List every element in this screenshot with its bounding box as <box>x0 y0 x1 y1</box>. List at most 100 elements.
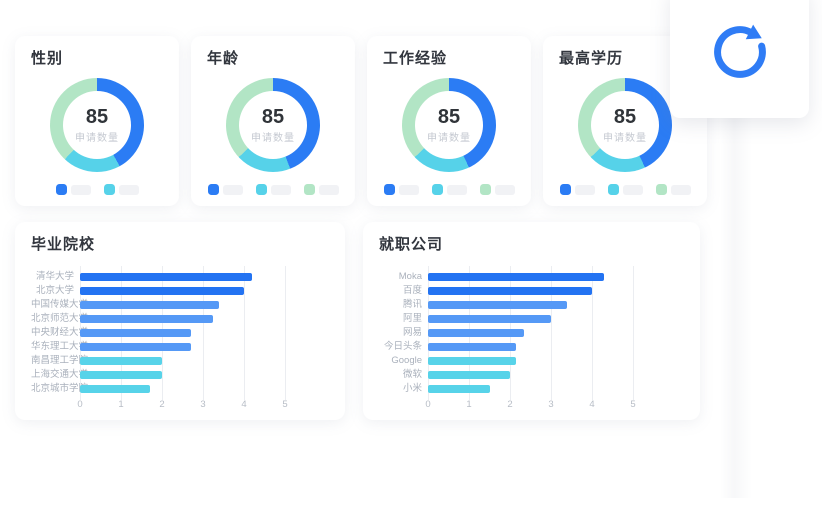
bar-category-label: 小米 <box>402 383 422 394</box>
donut-center: 85 申请数量 <box>63 91 131 159</box>
bar-category-label: 今日头条 <box>383 341 422 352</box>
legend-item[interactable] <box>559 184 595 195</box>
x-tick-label: 1 <box>466 399 472 410</box>
gridline <box>285 266 286 400</box>
legend-item[interactable] <box>655 184 691 195</box>
bar-row <box>428 368 633 382</box>
legend-swatch <box>655 184 667 195</box>
bar-row <box>80 354 285 368</box>
bar[interactable] <box>80 273 253 281</box>
legend-item[interactable] <box>479 184 515 195</box>
bar-row <box>428 312 633 326</box>
bar[interactable] <box>80 315 214 323</box>
gridline <box>633 266 634 400</box>
gridline <box>551 266 552 400</box>
bar-category-label: 中央财经大学 <box>31 327 89 338</box>
bar-category-label: 上海交通大学 <box>31 369 89 380</box>
bar[interactable] <box>80 343 191 351</box>
bar-chart-xaxis: 0 1 2 3 4 5 <box>77 396 287 410</box>
legend-item[interactable] <box>303 184 339 195</box>
donut-value-label: 申请数量 <box>427 133 471 144</box>
card-experience: 工作经验 85 申请数量 <box>367 36 531 206</box>
bar[interactable] <box>428 329 525 337</box>
legend-item[interactable] <box>431 184 467 195</box>
gridline <box>203 266 204 400</box>
legend-swatch <box>207 184 219 195</box>
legend-swatch <box>431 184 443 195</box>
donut-legend <box>383 184 515 195</box>
gridline <box>592 266 593 400</box>
legend-item[interactable] <box>55 184 91 195</box>
donut-center: 85 申请数量 <box>239 91 307 159</box>
bar-category-label: 清华大学 <box>35 271 74 282</box>
legend-swatch <box>559 184 571 195</box>
bar-category-label: 网易 <box>402 327 422 338</box>
legend-item[interactable] <box>383 184 419 195</box>
legend-text-placeholder <box>494 184 515 195</box>
bar-chart-labels: 清华大学 北京大学 中国传媒大学 北京师范大学 中央财经大学 华东理工大学 南昌理工学院 上海… <box>31 270 89 410</box>
bar-row <box>80 368 285 382</box>
legend-item[interactable] <box>607 184 643 195</box>
x-tick-label: 2 <box>507 399 513 410</box>
bar[interactable] <box>428 343 517 351</box>
bar[interactable] <box>428 315 551 323</box>
bar-category-label: 腾讯 <box>402 299 422 310</box>
bar[interactable] <box>80 385 150 393</box>
donut-chart: 85 申请数量 <box>578 78 672 172</box>
legend-item[interactable] <box>255 184 291 195</box>
card-title: 年龄 <box>207 50 240 67</box>
bar[interactable] <box>80 329 191 337</box>
legend-swatch <box>255 184 267 195</box>
bar-category-label: 南昌理工学院 <box>31 355 89 366</box>
bar[interactable] <box>428 371 510 379</box>
bar[interactable] <box>428 385 490 393</box>
card-schools: 毕业院校 清华大学 北京大学 中国传媒大学 北京师范大学 中央财经大学 华东理工大学 南昌理… <box>15 222 345 420</box>
donut-chart: 85 申请数量 <box>50 78 144 172</box>
legend-text-placeholder <box>574 184 595 195</box>
bar-chart-labels: Moka 百度 腾讯 阿里 网易 今日头条 Google 微软 小米 <box>379 270 428 410</box>
donut-value: 85 <box>261 106 285 128</box>
bar-chart-plot: 0 1 2 3 4 5 <box>425 266 636 410</box>
donut-legend <box>31 184 163 195</box>
bar[interactable] <box>428 287 592 295</box>
donut-value-label: 申请数量 <box>251 133 295 144</box>
x-tick-label: 2 <box>159 399 165 410</box>
card-title: 毕业院校 <box>31 236 96 253</box>
bar[interactable] <box>80 357 162 365</box>
bar-chart-plot: 0 1 2 3 4 5 <box>77 266 288 410</box>
x-tick-label: 4 <box>241 399 247 410</box>
bar-category-label: 百度 <box>402 285 422 296</box>
bar-category-label: 阿里 <box>402 313 422 324</box>
bar-row <box>428 298 633 312</box>
bar-category-label: Moka <box>398 271 422 282</box>
legend-item[interactable] <box>103 184 139 195</box>
x-tick-label: 1 <box>118 399 124 410</box>
bar-chart-rows <box>428 270 633 396</box>
bar-row <box>80 284 285 298</box>
bar-row <box>428 326 633 340</box>
donut-center: 85 申请数量 <box>415 91 483 159</box>
bar[interactable] <box>80 287 244 295</box>
legend-text-placeholder <box>222 184 243 195</box>
bar[interactable] <box>428 273 605 281</box>
donut-value-label: 申请数量 <box>603 133 647 144</box>
bar-category-label: 北京大学 <box>35 285 74 296</box>
legend-item[interactable] <box>207 184 243 195</box>
bar[interactable] <box>80 371 162 379</box>
card-title: 就职公司 <box>379 236 444 253</box>
bar-category-label: 北京师范大学 <box>31 313 89 324</box>
bar-row <box>80 340 285 354</box>
bar[interactable] <box>428 301 568 309</box>
legend-text-placeholder <box>318 184 339 195</box>
legend-text-placeholder <box>270 184 291 195</box>
donut-value-label: 申请数量 <box>75 133 119 144</box>
bar[interactable] <box>80 301 220 309</box>
refresh-button[interactable] <box>670 0 809 118</box>
bar-category-label: Google <box>391 355 422 366</box>
bar-row <box>428 354 633 368</box>
bar[interactable] <box>428 357 517 365</box>
bar-category-label: 华东理工大学 <box>31 341 89 352</box>
x-tick-label: 0 <box>77 399 83 410</box>
legend-text-placeholder <box>670 184 691 195</box>
bar-category-label: 北京城市学院 <box>31 383 89 394</box>
